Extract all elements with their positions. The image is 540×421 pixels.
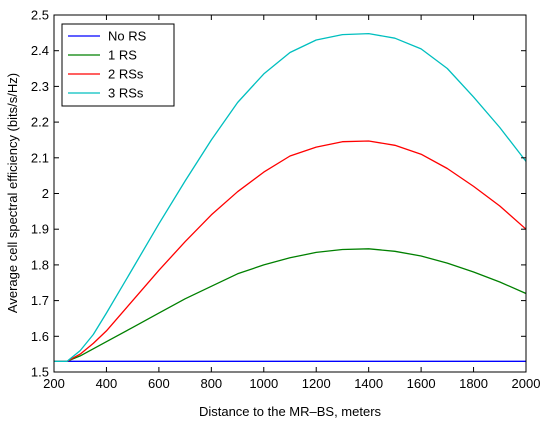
series-line-3-rss [54,32,527,362]
y-tick-label: 1.7 [31,293,49,308]
legend: No RS 1 RS 2 RSs 3 RSs [61,23,175,107]
y-tick-label: 1.9 [31,222,49,237]
y-tick-label: 1.8 [31,257,49,272]
x-tick-label: 1600 [407,376,436,391]
legend-label: 1 RS [108,48,137,63]
x-tick-label: 1200 [302,376,331,391]
series-line-2-rss [54,140,527,362]
ticks-layer: 200 400 600 800 1000 1200 1400 1600 1800 2000 1.5 1… [31,8,540,392]
y-tick-label: 2.2 [31,115,49,130]
series-line-1-rs [54,248,527,362]
x-tick-label: 1400 [354,376,383,391]
legend-box [61,23,175,107]
x-tick-label: 2000 [512,376,540,391]
x-tick-label: 1800 [459,376,488,391]
y-tick-label: 2.4 [31,43,49,58]
x-tick-label: 600 [148,376,170,391]
y-tick-label: 1.6 [31,329,49,344]
y-tick-label: 2 [42,186,49,201]
legend-label: 3 RSs [108,86,144,101]
legend-label: 2 RSs [108,67,144,82]
x-axis-label: Distance to the MR–BS, meters [199,404,382,419]
y-tick-label: 2.5 [31,8,49,23]
series-layer [54,32,527,362]
y-tick-label: 2.1 [31,150,49,165]
x-tick-label: 1000 [249,376,278,391]
legend-label: No RS [108,29,147,44]
y-tick-label: 1.5 [31,365,49,380]
y-axis-label: Average cell spectral efficiency (bits/s… [5,73,20,313]
x-tick-label: 200 [43,376,65,391]
y-tick-label: 2.3 [31,79,49,94]
plot-frame [53,14,527,373]
x-tick-label: 400 [96,376,118,391]
x-tick-label: 800 [200,376,222,391]
